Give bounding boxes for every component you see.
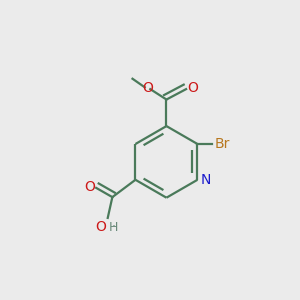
Text: O: O — [95, 220, 106, 234]
Text: O: O — [188, 81, 198, 95]
Text: H: H — [109, 221, 118, 234]
Text: O: O — [142, 81, 153, 95]
Text: N: N — [200, 173, 211, 188]
Text: Br: Br — [215, 137, 230, 152]
Text: ·: · — [112, 220, 116, 233]
Text: O: O — [84, 180, 95, 194]
